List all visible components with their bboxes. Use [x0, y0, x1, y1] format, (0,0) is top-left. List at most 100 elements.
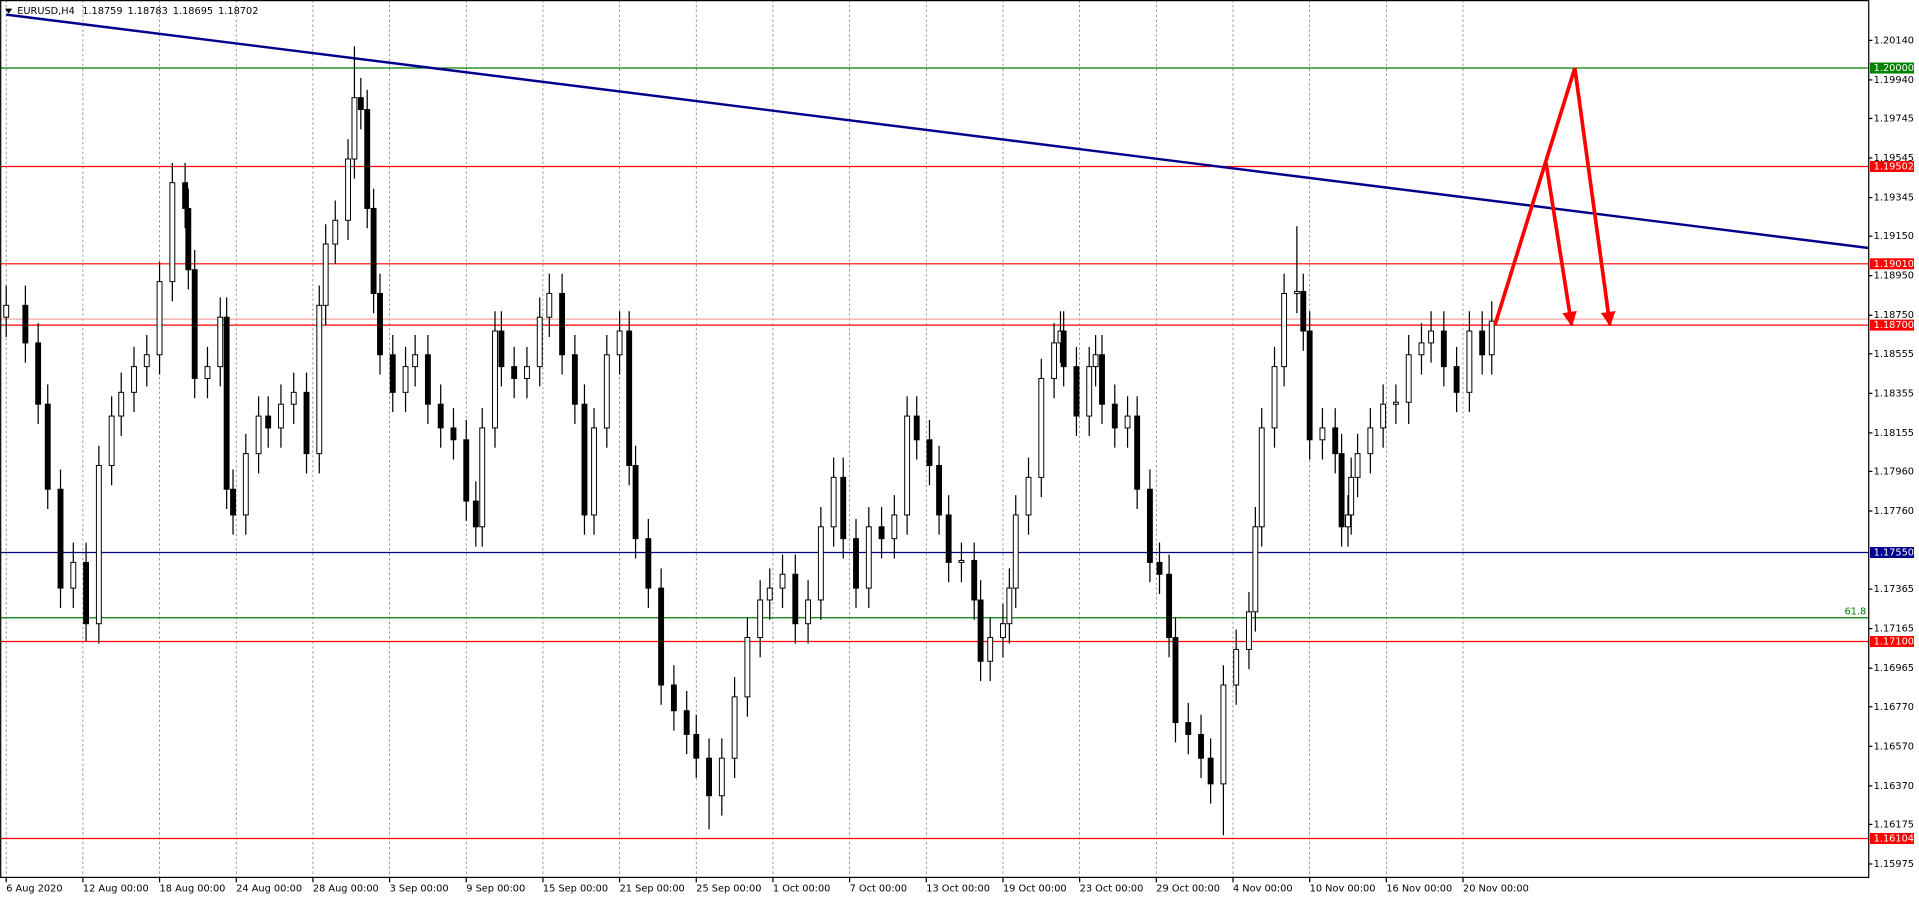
candle-body	[463, 439, 470, 502]
x-tick-label: 3 Sep 00:00	[390, 883, 449, 894]
x-tick-label: 23 Oct 00:00	[1080, 883, 1144, 894]
candle-body	[1086, 366, 1093, 417]
candle-body	[1134, 415, 1141, 490]
candle-body	[370, 207, 377, 294]
menu-triangle[interactable]	[4, 8, 13, 14]
y-tick-label: 1.17960	[1874, 466, 1914, 477]
y-tick-label: 1.17365	[1874, 584, 1914, 595]
x-tick-label: 18 Aug 00:00	[160, 883, 226, 894]
candle-body	[1306, 330, 1313, 441]
candle-body	[204, 366, 211, 379]
candle-body	[1000, 623, 1006, 639]
y-tick-label: 1.19345	[1874, 193, 1914, 204]
candle-body	[108, 415, 115, 466]
y-tick-label: 1.16965	[1874, 663, 1914, 674]
candle-body	[913, 415, 920, 441]
x-tick-label: 20 Nov 00:00	[1463, 883, 1529, 894]
candle-body	[1092, 354, 1099, 368]
candle-body	[718, 757, 725, 797]
candle-body	[1111, 403, 1118, 429]
candle-body	[1380, 403, 1387, 429]
y-tick-label: 1.19545	[1874, 153, 1914, 164]
candle-body	[536, 316, 543, 368]
candle-body	[357, 97, 364, 111]
candle-body	[217, 316, 224, 368]
candle-body	[185, 207, 192, 271]
y-tick-label: 1.20140	[1874, 35, 1914, 46]
x-tick-label: 28 Aug 00:00	[313, 883, 379, 894]
candle-body	[1099, 354, 1105, 405]
x-tick-label: 29 Oct 00:00	[1156, 883, 1220, 894]
candle-body	[645, 538, 652, 589]
y-tick-label: 1.19745	[1874, 113, 1914, 124]
candle-body	[1246, 611, 1252, 650]
y-tick-label: 1.16770	[1874, 702, 1914, 713]
candle-body	[364, 109, 371, 209]
candle-body	[792, 573, 799, 625]
trendline	[6, 13, 1869, 250]
candle-body	[1146, 488, 1153, 563]
candle-body	[255, 415, 262, 455]
level-label-box	[1869, 635, 1915, 648]
candle-body	[1051, 342, 1058, 379]
candle-body	[805, 599, 812, 625]
x-tick-label: 16 Nov 00:00	[1386, 883, 1452, 894]
candle-body	[424, 354, 431, 405]
candle-body	[1354, 453, 1361, 478]
candle-body	[1293, 290, 1300, 294]
level-label-box	[1869, 832, 1915, 844]
candle-body	[316, 304, 323, 455]
x-tick-label: 10 Nov 00:00	[1310, 883, 1376, 894]
candle-body	[731, 696, 738, 759]
x-tick-label: 6 Aug 2020	[6, 883, 62, 894]
candle-body	[1319, 427, 1326, 441]
candle-body	[242, 453, 249, 516]
candle-body	[1271, 366, 1278, 429]
candle-body	[1405, 354, 1412, 403]
candle-body	[693, 733, 700, 759]
candle-body	[830, 476, 837, 528]
candle-body	[926, 439, 933, 466]
candle-body	[1252, 526, 1259, 613]
x-tick-label: 9 Sep 00:00	[466, 883, 525, 894]
candle-body	[1479, 330, 1486, 356]
candle-body	[35, 342, 42, 405]
quote-high: 1.18783	[127, 6, 167, 17]
candle-body	[878, 526, 885, 540]
candle-body	[498, 330, 505, 368]
candle-body	[706, 757, 712, 797]
candle-body	[1453, 366, 1460, 393]
candle-body	[591, 427, 597, 516]
candle-body	[1418, 342, 1425, 356]
candle-body	[303, 391, 310, 455]
candle-body	[1440, 330, 1447, 368]
quote-close: 1.18702	[218, 6, 258, 17]
x-tick-label: 24 Aug 00:00	[236, 883, 302, 894]
y-tick-label: 1.18950	[1874, 271, 1914, 282]
candle-body	[1488, 320, 1495, 356]
candle-body	[936, 465, 943, 516]
y-tick-label: 1.18750	[1874, 310, 1914, 321]
level-label: 1.18700	[1874, 320, 1914, 331]
candle-body	[744, 637, 751, 698]
candle-body	[1338, 453, 1345, 528]
x-tick-label: 25 Sep 00:00	[696, 883, 761, 894]
y-tick-label: 1.18155	[1874, 428, 1914, 439]
x-tick-label: 7 Oct 00:00	[850, 883, 907, 894]
candle-body	[1172, 637, 1179, 724]
candle-body	[402, 366, 409, 393]
candle-body	[182, 182, 189, 209]
candle-body	[891, 514, 898, 540]
candle-body	[377, 292, 383, 356]
candle-body	[1428, 330, 1434, 344]
level-label: 1.19010	[1874, 259, 1914, 270]
candle-body	[332, 219, 339, 245]
candle-body	[626, 330, 633, 466]
candle-body	[658, 587, 665, 686]
x-tick-label: 15 Sep 00:00	[543, 883, 608, 894]
candle-body	[95, 465, 102, 625]
quote-low: 1.18695	[173, 6, 213, 17]
candle-body	[1258, 427, 1265, 528]
x-tick-label: 1 Oct 00:00	[773, 883, 830, 894]
candle-body	[971, 559, 978, 601]
